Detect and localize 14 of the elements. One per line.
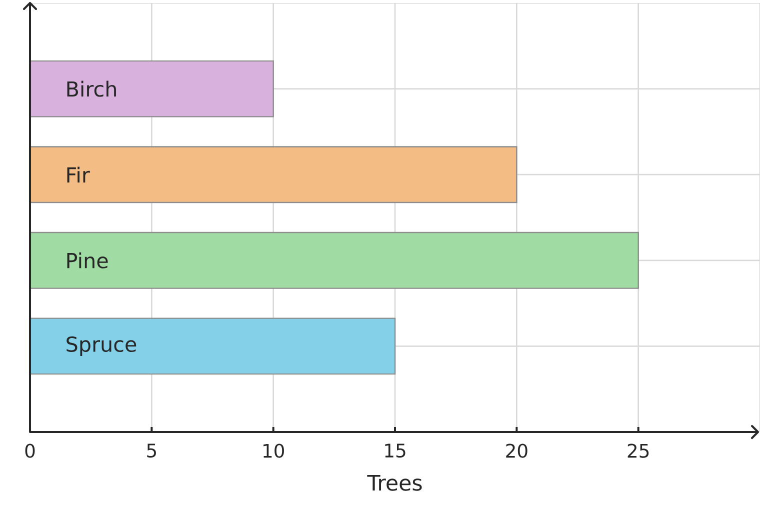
y-tick-label: Pine xyxy=(67,252,108,268)
x-tick-label: 15 xyxy=(385,444,406,458)
y-tick-label: Spruce xyxy=(66,336,136,356)
y-tick-label: Fir xyxy=(67,166,90,182)
x-tick-label: 20 xyxy=(506,444,528,458)
x-tick-label: 25 xyxy=(628,444,649,458)
x-axis-title: Trees xyxy=(367,474,422,491)
x-tick-label: 0 xyxy=(25,444,35,458)
x-tick-label: 10 xyxy=(264,444,284,458)
bar xyxy=(30,146,518,204)
y-tick-label: Birch xyxy=(67,80,116,97)
bar xyxy=(30,60,274,118)
bar xyxy=(30,318,396,375)
x-tick-label: 5 xyxy=(147,444,156,458)
